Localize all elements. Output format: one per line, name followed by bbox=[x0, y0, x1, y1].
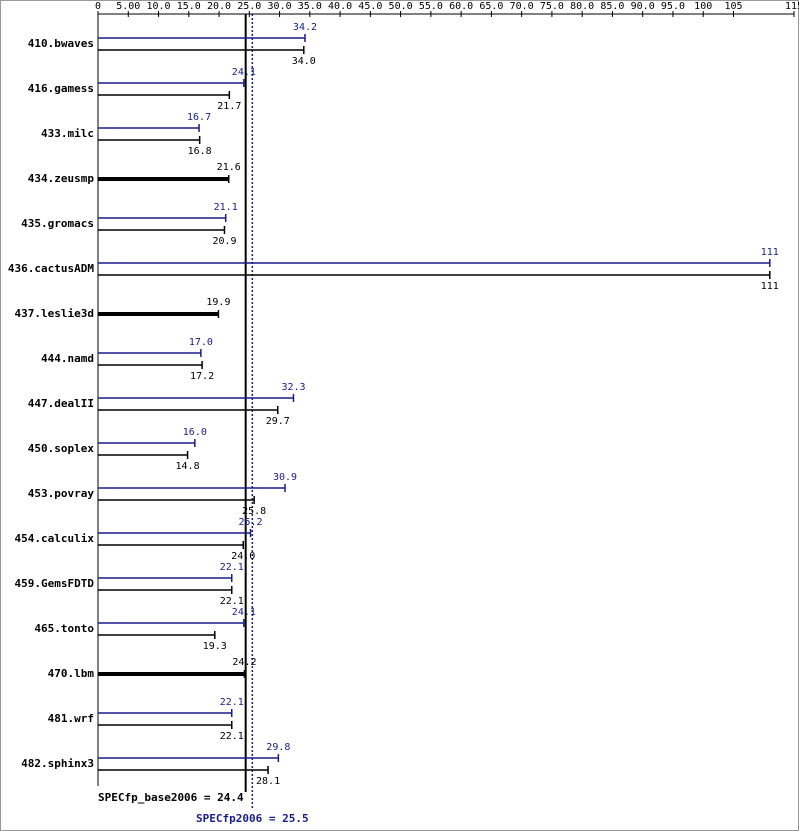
category-label: 454.calculix bbox=[15, 532, 95, 545]
reference-label: SPECfp2006 = 25.5 bbox=[196, 812, 309, 825]
x-tick-label: 70.0 bbox=[510, 1, 534, 12]
value-label: 22.1 bbox=[220, 596, 244, 607]
x-tick-label: 20.0 bbox=[207, 1, 231, 12]
category-label: 447.dealII bbox=[28, 397, 94, 410]
category-label: 410.bwaves bbox=[28, 37, 94, 50]
x-tick-label: 65.0 bbox=[479, 1, 503, 12]
reference-label: SPECfp_base2006 = 24.4 bbox=[98, 791, 244, 804]
x-tick-label: 90.0 bbox=[631, 1, 655, 12]
value-label: 32.3 bbox=[281, 382, 305, 393]
category-label: 482.sphinx3 bbox=[21, 757, 94, 770]
value-label: 25.8 bbox=[242, 506, 266, 517]
value-label: 22.1 bbox=[220, 697, 244, 708]
value-label: 16.7 bbox=[187, 112, 211, 123]
value-label: 20.9 bbox=[212, 236, 236, 247]
x-tick-label: 100 bbox=[694, 1, 712, 12]
x-tick-label: 115 bbox=[785, 1, 799, 12]
value-label: 29.8 bbox=[266, 742, 290, 753]
value-label: 111 bbox=[761, 247, 779, 258]
category-label: 465.tonto bbox=[34, 622, 94, 635]
value-label: 22.1 bbox=[220, 562, 244, 573]
x-tick-label: 80.0 bbox=[570, 1, 594, 12]
x-tick-label: 85.0 bbox=[600, 1, 624, 12]
value-label: 111 bbox=[761, 281, 779, 292]
x-tick-label: 50.0 bbox=[389, 1, 413, 12]
category-label: 444.namd bbox=[41, 352, 94, 365]
x-tick-label: 35.0 bbox=[298, 1, 322, 12]
value-label: 16.0 bbox=[183, 427, 207, 438]
value-label: 17.0 bbox=[189, 337, 213, 348]
category-label: 416.gamess bbox=[28, 82, 94, 95]
category-label: 481.wrf bbox=[48, 712, 94, 725]
category-label: 437.leslie3d bbox=[15, 307, 94, 320]
value-label: 25.2 bbox=[238, 517, 262, 528]
x-tick-label: 25.0 bbox=[237, 1, 261, 12]
value-label: 19.3 bbox=[203, 641, 227, 652]
x-tick-label: 55.0 bbox=[419, 1, 443, 12]
category-label: 450.soplex bbox=[28, 442, 95, 455]
value-label: 34.2 bbox=[293, 22, 317, 33]
category-label: 433.milc bbox=[41, 127, 94, 140]
value-label: 21.1 bbox=[214, 202, 238, 213]
x-tick-label: 10.0 bbox=[146, 1, 170, 12]
value-label: 21.6 bbox=[217, 162, 241, 173]
x-tick-label: 15.0 bbox=[177, 1, 201, 12]
category-label: 434.zeusmp bbox=[28, 172, 95, 185]
x-tick-label: 45.0 bbox=[358, 1, 382, 12]
value-label: 22.1 bbox=[220, 731, 244, 742]
x-tick-label: 40.0 bbox=[328, 1, 352, 12]
x-tick-label: 0 bbox=[95, 1, 101, 12]
value-label: 34.0 bbox=[292, 56, 316, 67]
x-tick-label: 60.0 bbox=[449, 1, 473, 12]
category-label: 470.lbm bbox=[48, 667, 95, 680]
x-tick-label: 105 bbox=[724, 1, 742, 12]
category-label: 459.GemsFDTD bbox=[15, 577, 95, 590]
x-tick-label: 5.00 bbox=[116, 1, 140, 12]
category-label: 453.povray bbox=[28, 487, 95, 500]
value-label: 19.9 bbox=[206, 297, 230, 308]
value-label: 21.7 bbox=[217, 101, 241, 112]
x-tick-label: 75.0 bbox=[540, 1, 564, 12]
category-label: 436.cactusADM bbox=[8, 262, 94, 275]
value-label: 24.0 bbox=[231, 551, 255, 562]
value-label: 24.1 bbox=[232, 607, 256, 618]
value-label: 28.1 bbox=[256, 776, 280, 787]
value-label: 29.7 bbox=[266, 416, 290, 427]
value-label: 30.9 bbox=[273, 472, 297, 483]
value-label: 24.1 bbox=[232, 67, 256, 78]
category-label: 435.gromacs bbox=[21, 217, 94, 230]
value-label: 17.2 bbox=[190, 371, 214, 382]
x-tick-label: 30.0 bbox=[268, 1, 292, 12]
value-label: 14.8 bbox=[176, 461, 200, 472]
value-label: 16.8 bbox=[188, 146, 212, 157]
x-tick-label: 95.0 bbox=[661, 1, 685, 12]
value-label: 24.2 bbox=[232, 657, 256, 668]
